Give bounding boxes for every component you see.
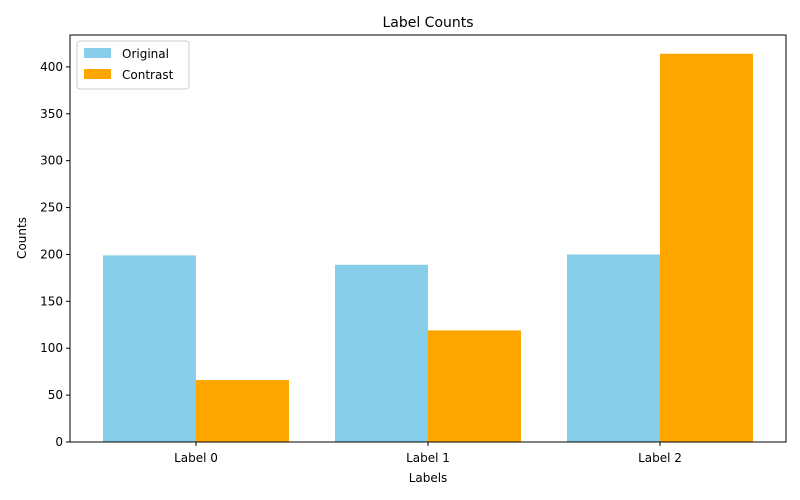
y-tick-label: 250 bbox=[40, 201, 63, 215]
y-tick-label: 400 bbox=[40, 60, 63, 74]
x-axis-label: Labels bbox=[409, 471, 448, 485]
x-tick-label: Label 1 bbox=[406, 451, 450, 465]
y-tick-label: 0 bbox=[55, 435, 63, 449]
legend-swatch-contrast bbox=[84, 69, 111, 79]
legend-swatch-original bbox=[84, 48, 111, 58]
bar-original-label-0 bbox=[103, 255, 196, 442]
y-tick-label: 350 bbox=[40, 107, 63, 121]
bar-contrast-label-0 bbox=[196, 380, 289, 442]
x-tick-label: Label 2 bbox=[638, 451, 682, 465]
plot-frame bbox=[69, 34, 787, 443]
bar-contrast-label-1 bbox=[428, 330, 521, 442]
y-tick-label: 200 bbox=[40, 247, 63, 261]
y-tick-label: 100 bbox=[40, 341, 63, 355]
y-axis-label: Counts bbox=[15, 217, 29, 259]
x-axis-ticks: Label 0 Label 1 Label 2 bbox=[174, 442, 682, 465]
y-axis-ticks: 0 50 100 150 200 250 300 350 400 bbox=[40, 60, 70, 449]
y-tick-label: 300 bbox=[40, 154, 63, 168]
bar-contrast-label-2 bbox=[660, 53, 753, 442]
bar-original-label-2 bbox=[567, 254, 660, 442]
chart-title: Label Counts bbox=[382, 15, 473, 31]
bars bbox=[103, 53, 753, 442]
y-tick-label: 150 bbox=[40, 294, 63, 308]
bar-original-label-1 bbox=[335, 264, 428, 442]
legend-label-original: Original bbox=[122, 47, 169, 61]
legend: Original Contrast bbox=[76, 40, 190, 90]
y-tick-label: 50 bbox=[48, 388, 63, 402]
legend-label-contrast: Contrast bbox=[122, 68, 174, 82]
x-tick-label: Label 0 bbox=[174, 451, 218, 465]
